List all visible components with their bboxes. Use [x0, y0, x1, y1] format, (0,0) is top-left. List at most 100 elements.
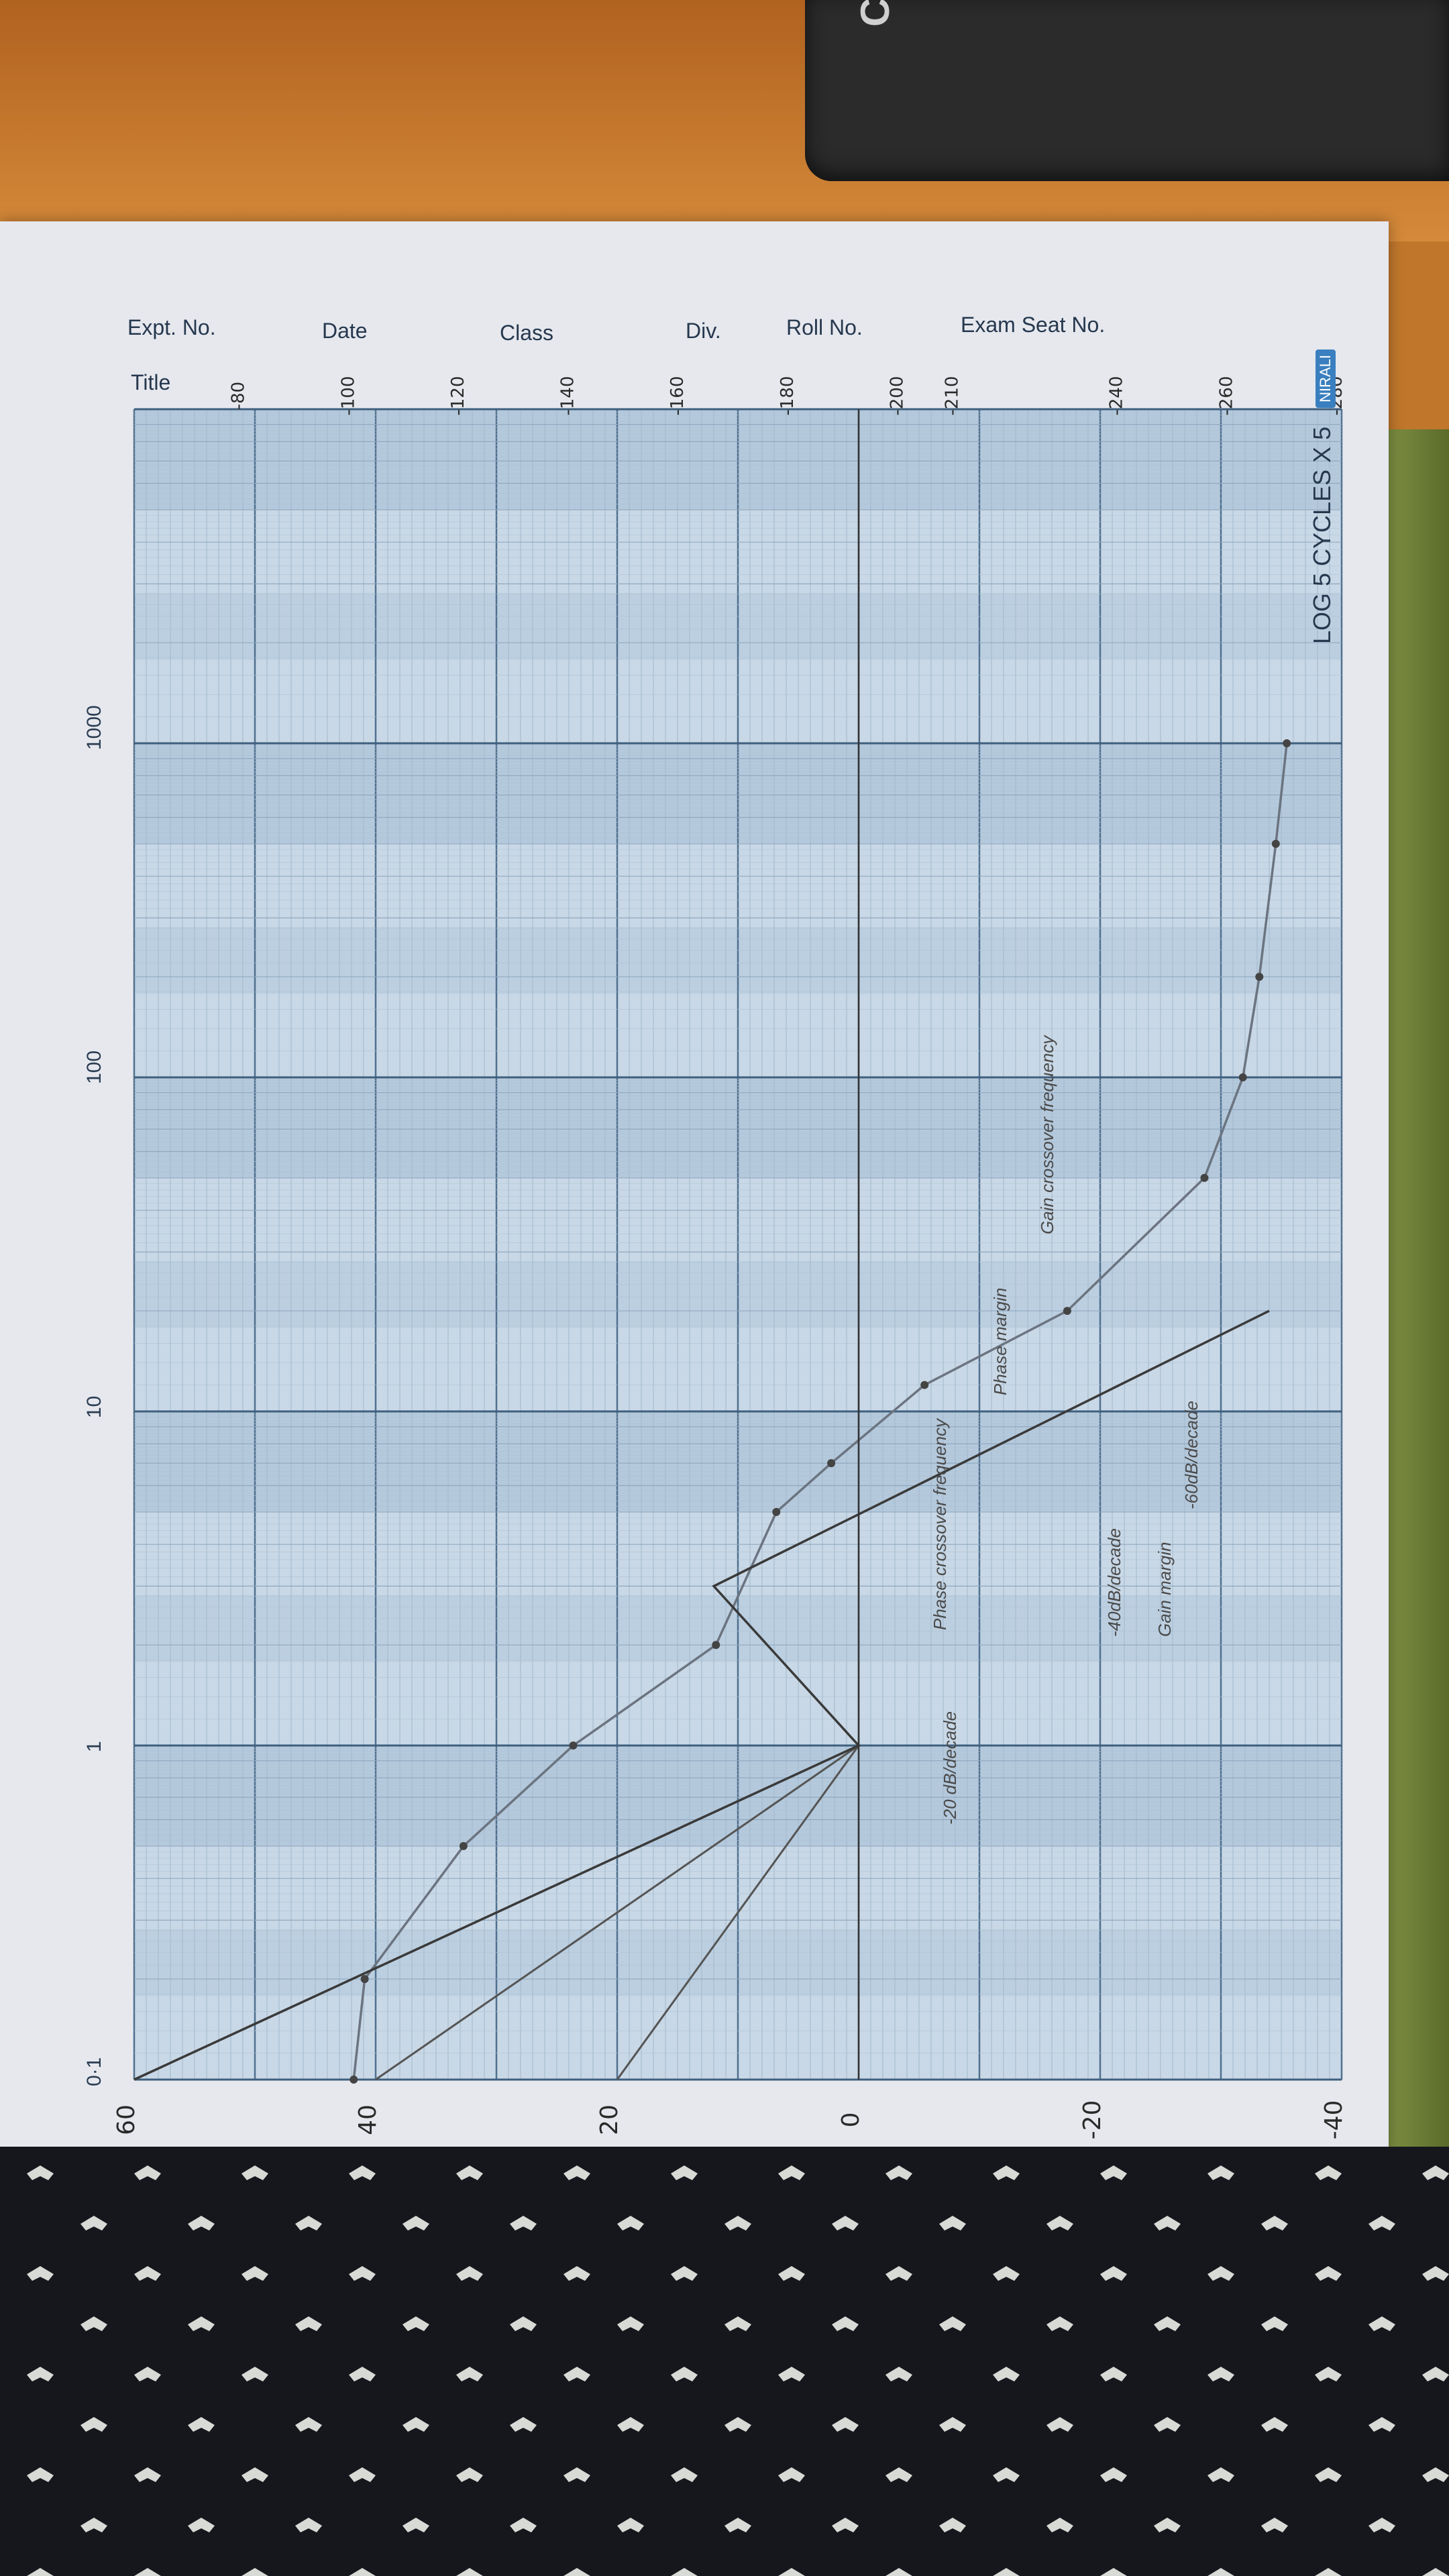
calculator	[805, 0, 1449, 181]
fabric-motif	[402, 2518, 429, 2532]
fabric-motif	[671, 2266, 698, 2281]
phase-point	[920, 1381, 929, 1389]
fabric-motif	[241, 2367, 268, 2381]
fabric-motif	[27, 2367, 54, 2381]
fabric-motif	[885, 2568, 912, 2576]
fabric-motif	[1208, 2467, 1234, 2482]
decade-label: 100	[83, 1051, 105, 1084]
fabric-motif	[80, 2216, 107, 2231]
fabric-motif	[564, 2266, 590, 2281]
annotation: -60dB/decade	[1181, 1401, 1201, 1509]
phase-point	[1283, 739, 1291, 747]
fabric-motif	[1368, 2417, 1395, 2432]
fabric-motif	[1208, 2165, 1234, 2180]
magnitude-tick: -20	[1079, 2100, 1106, 2140]
decade-label: 1	[83, 1741, 105, 1752]
fabric-motif	[134, 2367, 161, 2381]
fabric-motif	[993, 2367, 1020, 2381]
fabric-motif	[993, 2165, 1020, 2180]
phase-point	[772, 1507, 781, 1516]
exam-seat-label: Exam Seat No.	[961, 313, 1106, 337]
fabric-motif	[456, 2367, 483, 2381]
fabric-motif	[1046, 2518, 1073, 2532]
phase-tick: -100	[338, 376, 358, 415]
phase-point	[827, 1459, 836, 1468]
fabric-motif	[1315, 2467, 1342, 2482]
fabric-motif	[671, 2568, 698, 2576]
fabric-motif	[295, 2216, 322, 2231]
fabric-motif	[1315, 2266, 1342, 2281]
fabric-motif	[456, 2568, 483, 2576]
fabric-motif	[134, 2467, 161, 2482]
div-label: Div.	[686, 319, 721, 343]
fabric-motif	[778, 2165, 805, 2180]
fabric-motif	[1315, 2568, 1342, 2576]
phase-tick: -200	[887, 376, 907, 415]
fabric-motif	[510, 2216, 537, 2231]
fabric-motif	[1100, 2367, 1127, 2381]
fabric-motif	[993, 2568, 1020, 2576]
decade-label: 10	[83, 1396, 105, 1418]
fabric-motif	[832, 2518, 859, 2532]
title-label: Title	[131, 370, 171, 394]
fabric-motif	[885, 2266, 912, 2281]
annotation: -20 dB/decade	[940, 1711, 960, 1825]
fabric-motif	[188, 2518, 215, 2532]
fabric-motif	[241, 2266, 268, 2281]
fabric-motif	[1422, 2266, 1449, 2281]
phase-tick: -180	[777, 376, 798, 415]
fabric-motif	[295, 2518, 322, 2532]
fabric-motif	[724, 2316, 751, 2331]
fabric-motif	[564, 2367, 590, 2381]
fabric-motif	[134, 2165, 161, 2180]
magnitude-tick: 0	[837, 2112, 865, 2128]
annotation: Gain margin	[1155, 1542, 1175, 1637]
fabric-motif	[617, 2518, 644, 2532]
fabric-motif	[671, 2467, 698, 2482]
fabric-motif	[564, 2165, 590, 2180]
decade-label: 1000	[83, 705, 105, 750]
fabric-motif	[724, 2417, 751, 2432]
magnitude-tick: 60	[113, 2104, 140, 2135]
fabric-motif	[1208, 2367, 1234, 2381]
phase-tick: -240	[1107, 376, 1127, 415]
fabric-motif	[188, 2316, 215, 2331]
fabric-motif	[724, 2518, 751, 2532]
fabric-motif	[27, 2165, 54, 2180]
fabric-motif	[402, 2216, 429, 2231]
fabric-background	[0, 2147, 1449, 2576]
fabric-motif	[832, 2417, 859, 2432]
date-label: Date	[322, 319, 368, 343]
fabric-motif	[349, 2467, 376, 2482]
phase-point	[1255, 973, 1264, 981]
phase-tick: -260	[1216, 376, 1236, 415]
fabric-motif	[349, 2266, 376, 2281]
fabric-motif	[993, 2266, 1020, 2281]
fabric-motif	[1422, 2367, 1449, 2381]
annotation: -40dB/decade	[1104, 1528, 1124, 1637]
fabric-motif	[617, 2417, 644, 2432]
phase-point	[712, 1641, 720, 1650]
fabric-motif	[1368, 2216, 1395, 2231]
fabric-motif	[1046, 2316, 1073, 2331]
fabric-motif	[885, 2367, 912, 2381]
fabric-motif	[778, 2266, 805, 2281]
phase-point	[1238, 1073, 1247, 1081]
fabric-motif	[1154, 2518, 1181, 2532]
fabric-motif	[1261, 2518, 1288, 2532]
fabric-motif	[27, 2266, 54, 2281]
annotation: Phase margin	[990, 1288, 1010, 1395]
phase-tick: -120	[448, 376, 468, 415]
fabric-motif	[1100, 2467, 1127, 2482]
fabric-motif	[510, 2417, 537, 2432]
phase-point	[360, 1975, 369, 1984]
construction-line	[616, 1745, 860, 2080]
fabric-motif	[241, 2467, 268, 2482]
fabric-motif	[295, 2417, 322, 2432]
fabric-motif	[27, 2568, 54, 2576]
fabric-motif	[617, 2216, 644, 2231]
fabric-motif	[134, 2568, 161, 2576]
roll-no-label: Roll No.	[786, 315, 863, 339]
fabric-motif	[241, 2165, 268, 2180]
